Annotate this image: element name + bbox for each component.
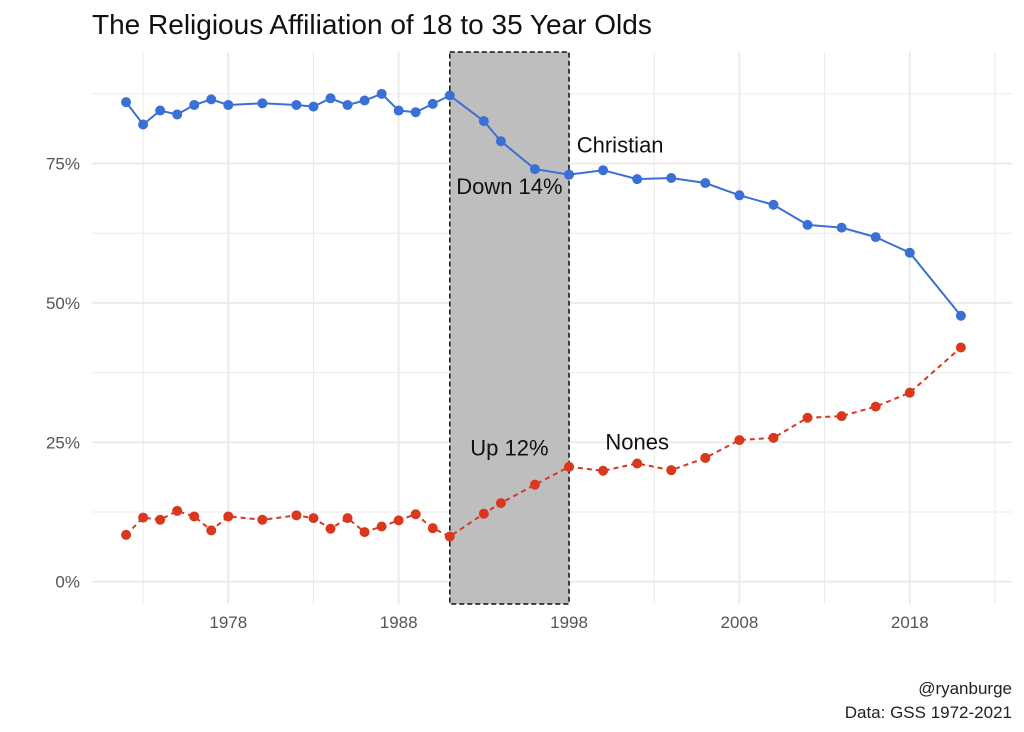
nones-point bbox=[495, 498, 506, 509]
nones-point bbox=[206, 525, 217, 536]
christian-point bbox=[206, 94, 217, 105]
nones-point bbox=[768, 432, 779, 443]
y-tick-label: 50% bbox=[46, 294, 80, 313]
nones-point bbox=[802, 412, 813, 423]
christian-point bbox=[308, 101, 319, 112]
y-tick-label: 75% bbox=[46, 155, 80, 174]
nones-point bbox=[529, 479, 540, 490]
chart-title: The Religious Affiliation of 18 to 35 Ye… bbox=[92, 9, 652, 40]
nones-point bbox=[427, 523, 438, 534]
nones-point bbox=[836, 411, 847, 422]
christian-point bbox=[598, 165, 609, 176]
christian-point bbox=[564, 169, 575, 180]
x-tick-label: 1988 bbox=[380, 613, 418, 632]
nones-point bbox=[632, 458, 643, 469]
nones-point bbox=[393, 515, 404, 526]
christian-point bbox=[155, 105, 166, 116]
christian-point bbox=[189, 99, 200, 110]
caption-source: Data: GSS 1972-2021 bbox=[845, 703, 1012, 722]
nones-point bbox=[904, 387, 915, 398]
nones-point bbox=[138, 512, 149, 523]
nones-point bbox=[155, 514, 166, 525]
annotation-label: Nones bbox=[605, 430, 669, 455]
caption-author: @ryanburge bbox=[918, 679, 1012, 698]
christian-point bbox=[802, 219, 813, 230]
y-tick-label: 0% bbox=[55, 573, 80, 592]
nones-point bbox=[478, 508, 489, 519]
christian-point bbox=[870, 232, 881, 243]
nones-point bbox=[666, 465, 677, 476]
christian-point bbox=[495, 136, 506, 147]
nones-point bbox=[359, 527, 370, 538]
christian-point bbox=[700, 178, 711, 189]
christian-point bbox=[955, 310, 966, 321]
christian-point bbox=[836, 222, 847, 233]
axes: 0% 25% 50% 75% 1978 1988 1998 2008 2018 bbox=[46, 155, 929, 632]
christian-point bbox=[172, 109, 183, 120]
nones-point bbox=[955, 342, 966, 353]
nones-point bbox=[410, 509, 421, 520]
christian-point bbox=[427, 98, 438, 109]
nones-point bbox=[700, 452, 711, 463]
christian-point bbox=[121, 97, 132, 108]
x-tick-label: 1978 bbox=[209, 613, 247, 632]
series bbox=[121, 88, 966, 542]
christian-point bbox=[632, 174, 643, 185]
nones-point bbox=[291, 510, 302, 521]
nones-point bbox=[564, 461, 575, 472]
nones-point bbox=[598, 465, 609, 476]
x-tick-label: 1998 bbox=[550, 613, 588, 632]
x-tick-label: 2008 bbox=[720, 613, 758, 632]
highlight-band-rect bbox=[449, 51, 570, 605]
annotation-label: Down 14% bbox=[456, 174, 562, 199]
christian-point bbox=[768, 199, 779, 210]
nones-point bbox=[325, 523, 336, 534]
nones-point bbox=[734, 435, 745, 446]
christian-point bbox=[529, 164, 540, 175]
christian-point bbox=[410, 107, 421, 118]
annotation-label: Christian bbox=[577, 132, 664, 157]
x-tick-label: 2018 bbox=[891, 613, 929, 632]
y-tick-label: 25% bbox=[46, 433, 80, 452]
christian-point bbox=[138, 119, 149, 130]
nones-point bbox=[223, 511, 234, 522]
nones-point bbox=[257, 514, 268, 525]
nones-point bbox=[308, 513, 319, 524]
christian-point bbox=[342, 99, 353, 110]
christian-point bbox=[734, 190, 745, 201]
christian-point bbox=[478, 116, 489, 127]
christian-point bbox=[257, 98, 268, 109]
christian-point bbox=[325, 93, 336, 104]
nones-point bbox=[121, 529, 132, 540]
christian-point bbox=[223, 99, 234, 110]
christian-point bbox=[393, 105, 404, 116]
annotations: Christian Down 14% Nones Up 12% bbox=[456, 132, 669, 460]
nones-point bbox=[870, 401, 881, 412]
christian-point bbox=[904, 247, 915, 258]
christian-point bbox=[444, 90, 455, 101]
christian-point bbox=[359, 95, 370, 106]
annotation-label: Up 12% bbox=[470, 436, 548, 461]
nones-point bbox=[189, 511, 200, 522]
christian-point bbox=[291, 99, 302, 110]
highlight-band bbox=[449, 51, 570, 605]
christian-point bbox=[666, 173, 677, 184]
nones-point bbox=[342, 513, 353, 524]
nones-point bbox=[172, 505, 183, 516]
nones-point bbox=[376, 521, 387, 532]
nones-point bbox=[444, 531, 455, 542]
christian-point bbox=[376, 88, 387, 99]
